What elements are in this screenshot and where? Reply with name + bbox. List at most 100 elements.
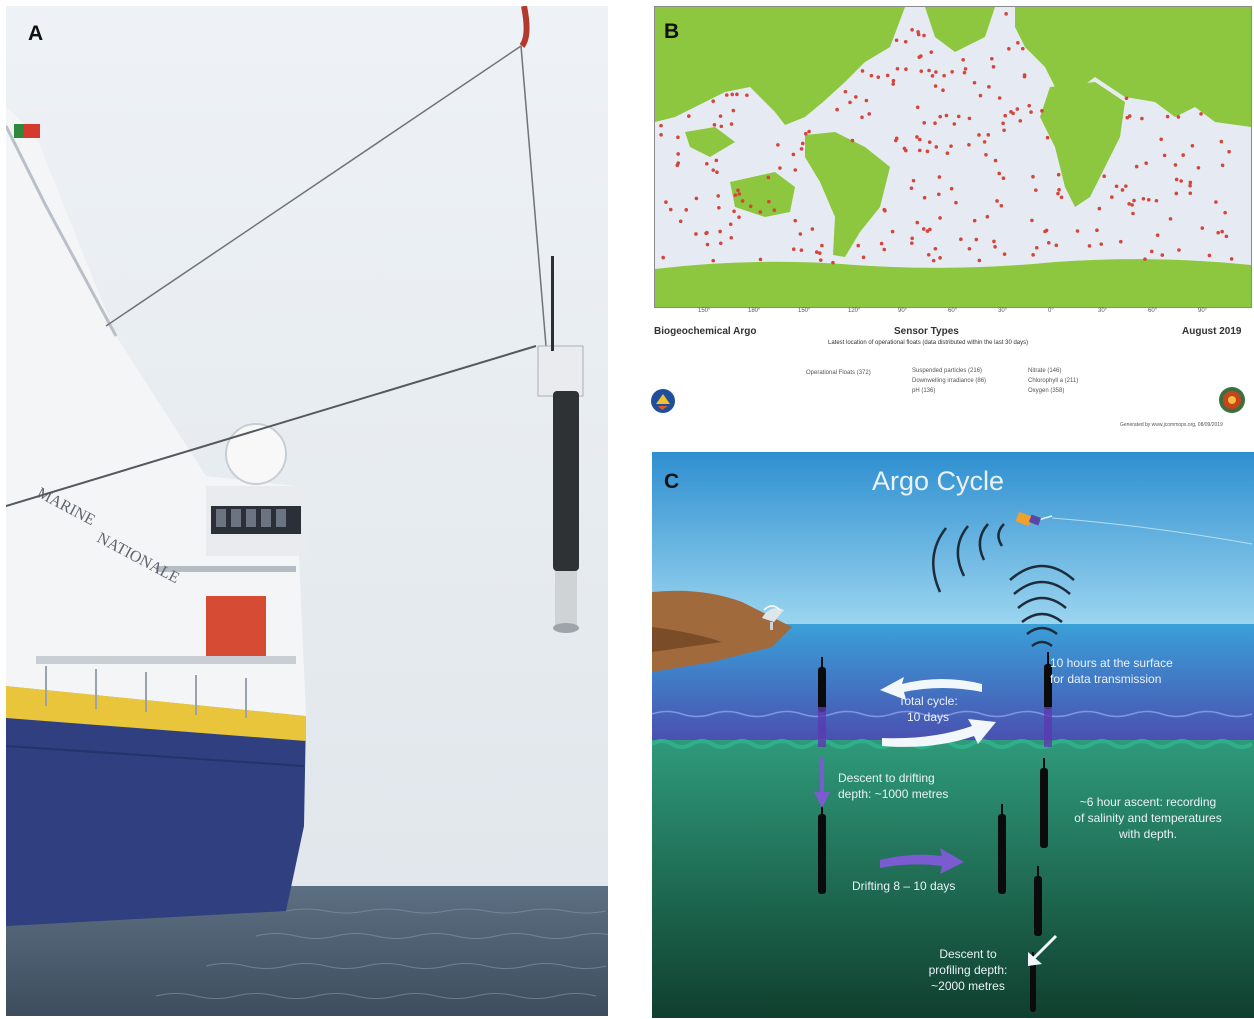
float-marker bbox=[1031, 174, 1035, 179]
float-marker bbox=[1125, 115, 1130, 120]
float-marker bbox=[926, 252, 931, 257]
float-marker bbox=[984, 152, 988, 157]
float-marker bbox=[835, 107, 839, 112]
float-marker bbox=[810, 227, 815, 231]
ground-station-icon bbox=[762, 605, 784, 630]
float-marker bbox=[885, 73, 890, 78]
float-marker bbox=[730, 92, 735, 97]
float-marker bbox=[1022, 74, 1027, 79]
float-marker bbox=[991, 65, 996, 69]
float-marker bbox=[915, 135, 919, 139]
float-marker bbox=[949, 144, 953, 148]
float-marker bbox=[659, 123, 663, 128]
float-marker bbox=[876, 75, 881, 79]
float-marker bbox=[1056, 191, 1060, 196]
float-marker bbox=[791, 247, 796, 252]
float-marker bbox=[740, 199, 745, 203]
legend-item: Suspended particles (216) bbox=[912, 368, 983, 374]
float-marker bbox=[911, 178, 916, 183]
float-marker bbox=[1140, 116, 1144, 121]
float-marker bbox=[860, 69, 865, 73]
float-marker bbox=[675, 163, 680, 168]
float-marker bbox=[1097, 206, 1102, 211]
float-marker bbox=[712, 123, 717, 127]
float-marker bbox=[949, 186, 954, 191]
float-marker bbox=[922, 33, 926, 38]
float-marker bbox=[1154, 198, 1159, 203]
float-marker bbox=[818, 258, 823, 262]
float-marker bbox=[1216, 230, 1220, 235]
float-marker bbox=[1009, 110, 1013, 114]
float-marker bbox=[817, 251, 822, 255]
float-marker bbox=[921, 227, 926, 231]
float-marker bbox=[735, 92, 739, 97]
legend-item: Chlorophyll a (211) bbox=[1028, 378, 1079, 384]
float-marker bbox=[1029, 110, 1033, 114]
float-marker bbox=[1160, 253, 1165, 257]
float-marker bbox=[728, 222, 733, 227]
float-marker bbox=[1034, 188, 1038, 192]
panel-label-b: B bbox=[664, 20, 680, 43]
float-marker bbox=[992, 239, 996, 244]
float-markers bbox=[659, 12, 1234, 265]
float-marker bbox=[942, 73, 946, 78]
float-marker bbox=[864, 98, 869, 103]
float-marker bbox=[1179, 179, 1183, 183]
float-marker bbox=[1118, 239, 1123, 244]
float-marker bbox=[860, 115, 864, 120]
float-marker bbox=[745, 93, 749, 98]
float-marker bbox=[1176, 115, 1181, 119]
float-marker bbox=[977, 133, 981, 137]
float-marker bbox=[711, 99, 715, 103]
float-marker bbox=[1016, 40, 1020, 45]
float-marker bbox=[1001, 121, 1005, 126]
float-marker bbox=[977, 258, 982, 263]
float-marker bbox=[678, 219, 683, 224]
float-marker bbox=[1002, 252, 1007, 256]
world-map-svg bbox=[655, 7, 1251, 307]
float-marker bbox=[922, 195, 927, 200]
float-marker bbox=[737, 215, 741, 219]
float-marker bbox=[933, 84, 938, 88]
float-marker bbox=[1199, 112, 1203, 116]
float-marker bbox=[944, 113, 949, 118]
float-marker bbox=[793, 218, 798, 223]
float-marker bbox=[758, 257, 763, 262]
float-marker bbox=[952, 122, 957, 126]
float-marker bbox=[961, 57, 965, 62]
land-masses bbox=[655, 7, 1251, 307]
float-marker bbox=[1149, 249, 1154, 254]
float-marker bbox=[798, 232, 803, 236]
float-marker bbox=[791, 152, 796, 157]
float-marker bbox=[807, 129, 811, 134]
diagram-title: Argo Cycle bbox=[871, 466, 1005, 496]
float-marker bbox=[1223, 210, 1227, 215]
float-marker bbox=[736, 188, 740, 193]
float-marker bbox=[1229, 257, 1234, 261]
float-marker bbox=[1120, 188, 1125, 192]
float-marker bbox=[1034, 245, 1039, 250]
float-marker bbox=[1124, 96, 1129, 101]
float-marker bbox=[1059, 195, 1064, 200]
float-marker bbox=[800, 141, 805, 146]
float-marker bbox=[967, 246, 972, 251]
float-marker bbox=[1075, 229, 1080, 233]
float-marker bbox=[910, 241, 914, 245]
float-marker bbox=[856, 243, 861, 248]
float-marker bbox=[1095, 228, 1099, 232]
float-marker bbox=[917, 148, 922, 153]
world-map bbox=[654, 6, 1252, 308]
legend-item: Downwelling irradiance (86) bbox=[912, 378, 987, 384]
float-marker bbox=[867, 112, 872, 116]
cycle-arrows bbox=[814, 677, 1058, 966]
float-marker bbox=[854, 95, 858, 99]
float-marker bbox=[776, 143, 780, 147]
map-left-title: Biogeochemical Argo bbox=[654, 326, 757, 337]
float-marker bbox=[967, 142, 971, 147]
float-marker bbox=[1173, 163, 1178, 167]
float-marker bbox=[1015, 107, 1020, 111]
legend-item: pH (136) bbox=[912, 388, 936, 394]
float-marker bbox=[758, 210, 763, 214]
float-marker bbox=[684, 208, 689, 212]
float-marker bbox=[904, 67, 908, 72]
